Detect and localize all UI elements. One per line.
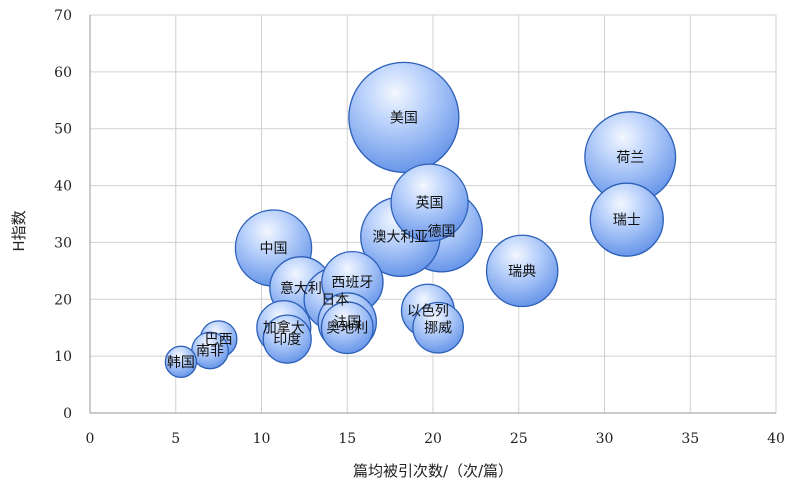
y-tick-label: 60 — [54, 65, 72, 81]
bubble-label: 奥地利 — [326, 320, 368, 337]
x-tick-label: 30 — [596, 431, 614, 447]
bubble-label: 南非 — [196, 343, 224, 359]
x-tick-label: 0 — [86, 431, 95, 447]
bubble — [589, 182, 664, 257]
bubble-label: 挪威 — [424, 321, 452, 337]
bubble-label: 韩国 — [167, 355, 195, 371]
bubble — [348, 61, 460, 173]
bubble — [485, 234, 559, 308]
bubble — [390, 163, 469, 242]
bubble-label: 美国 — [390, 110, 418, 126]
bubbles — [164, 61, 677, 379]
y-tick-label: 50 — [54, 122, 72, 138]
bubble-label: 印度 — [273, 332, 301, 348]
y-tick-label: 0 — [63, 406, 72, 422]
bubble-label: 西班牙 — [331, 275, 373, 291]
bubble-label: 瑞典 — [508, 264, 536, 280]
bubble — [320, 301, 374, 355]
x-tick-label: 5 — [171, 431, 180, 447]
bubble-label: 加拿大 — [263, 320, 305, 337]
bubble-label: 法国 — [333, 315, 361, 331]
y-tick-label: 10 — [54, 349, 72, 365]
bubble-label: 中国 — [260, 241, 288, 257]
bubble-label: 意大利 — [280, 280, 322, 297]
x-tick-label: 20 — [424, 431, 442, 447]
x-tick-label: 40 — [767, 431, 785, 447]
bubble-label: 德国 — [428, 224, 456, 240]
axes: 0 5 10 15 20 25 30 35 40 0 10 20 30 40 50 60 70 — [54, 8, 785, 447]
bubble — [412, 301, 464, 354]
bubble-label: 瑞士 — [613, 213, 641, 229]
bubble — [164, 345, 198, 379]
x-tick-label: 15 — [338, 431, 356, 447]
bubble-label: 巴西 — [205, 332, 233, 348]
y-tick-label: 30 — [54, 235, 72, 251]
bubble-label: 以色列 — [407, 303, 449, 320]
y-tick-label: 20 — [54, 292, 72, 308]
x-axis-title: 篇均被引次数/（次/篇） — [353, 462, 513, 480]
bubble-label: 英国 — [416, 195, 444, 212]
y-axis-title: H指数 — [10, 210, 28, 251]
bubble-label: 荷兰 — [616, 150, 644, 166]
y-tick-label: 70 — [54, 8, 72, 24]
bubble — [262, 314, 312, 364]
x-tick-label: 35 — [681, 431, 699, 447]
x-tick-label: 25 — [510, 431, 528, 447]
y-tick-label: 40 — [54, 179, 72, 195]
bubble-label: 日本 — [321, 292, 349, 308]
x-tick-label: 10 — [253, 431, 271, 447]
bubble-label: 澳大利亚 — [372, 230, 428, 246]
